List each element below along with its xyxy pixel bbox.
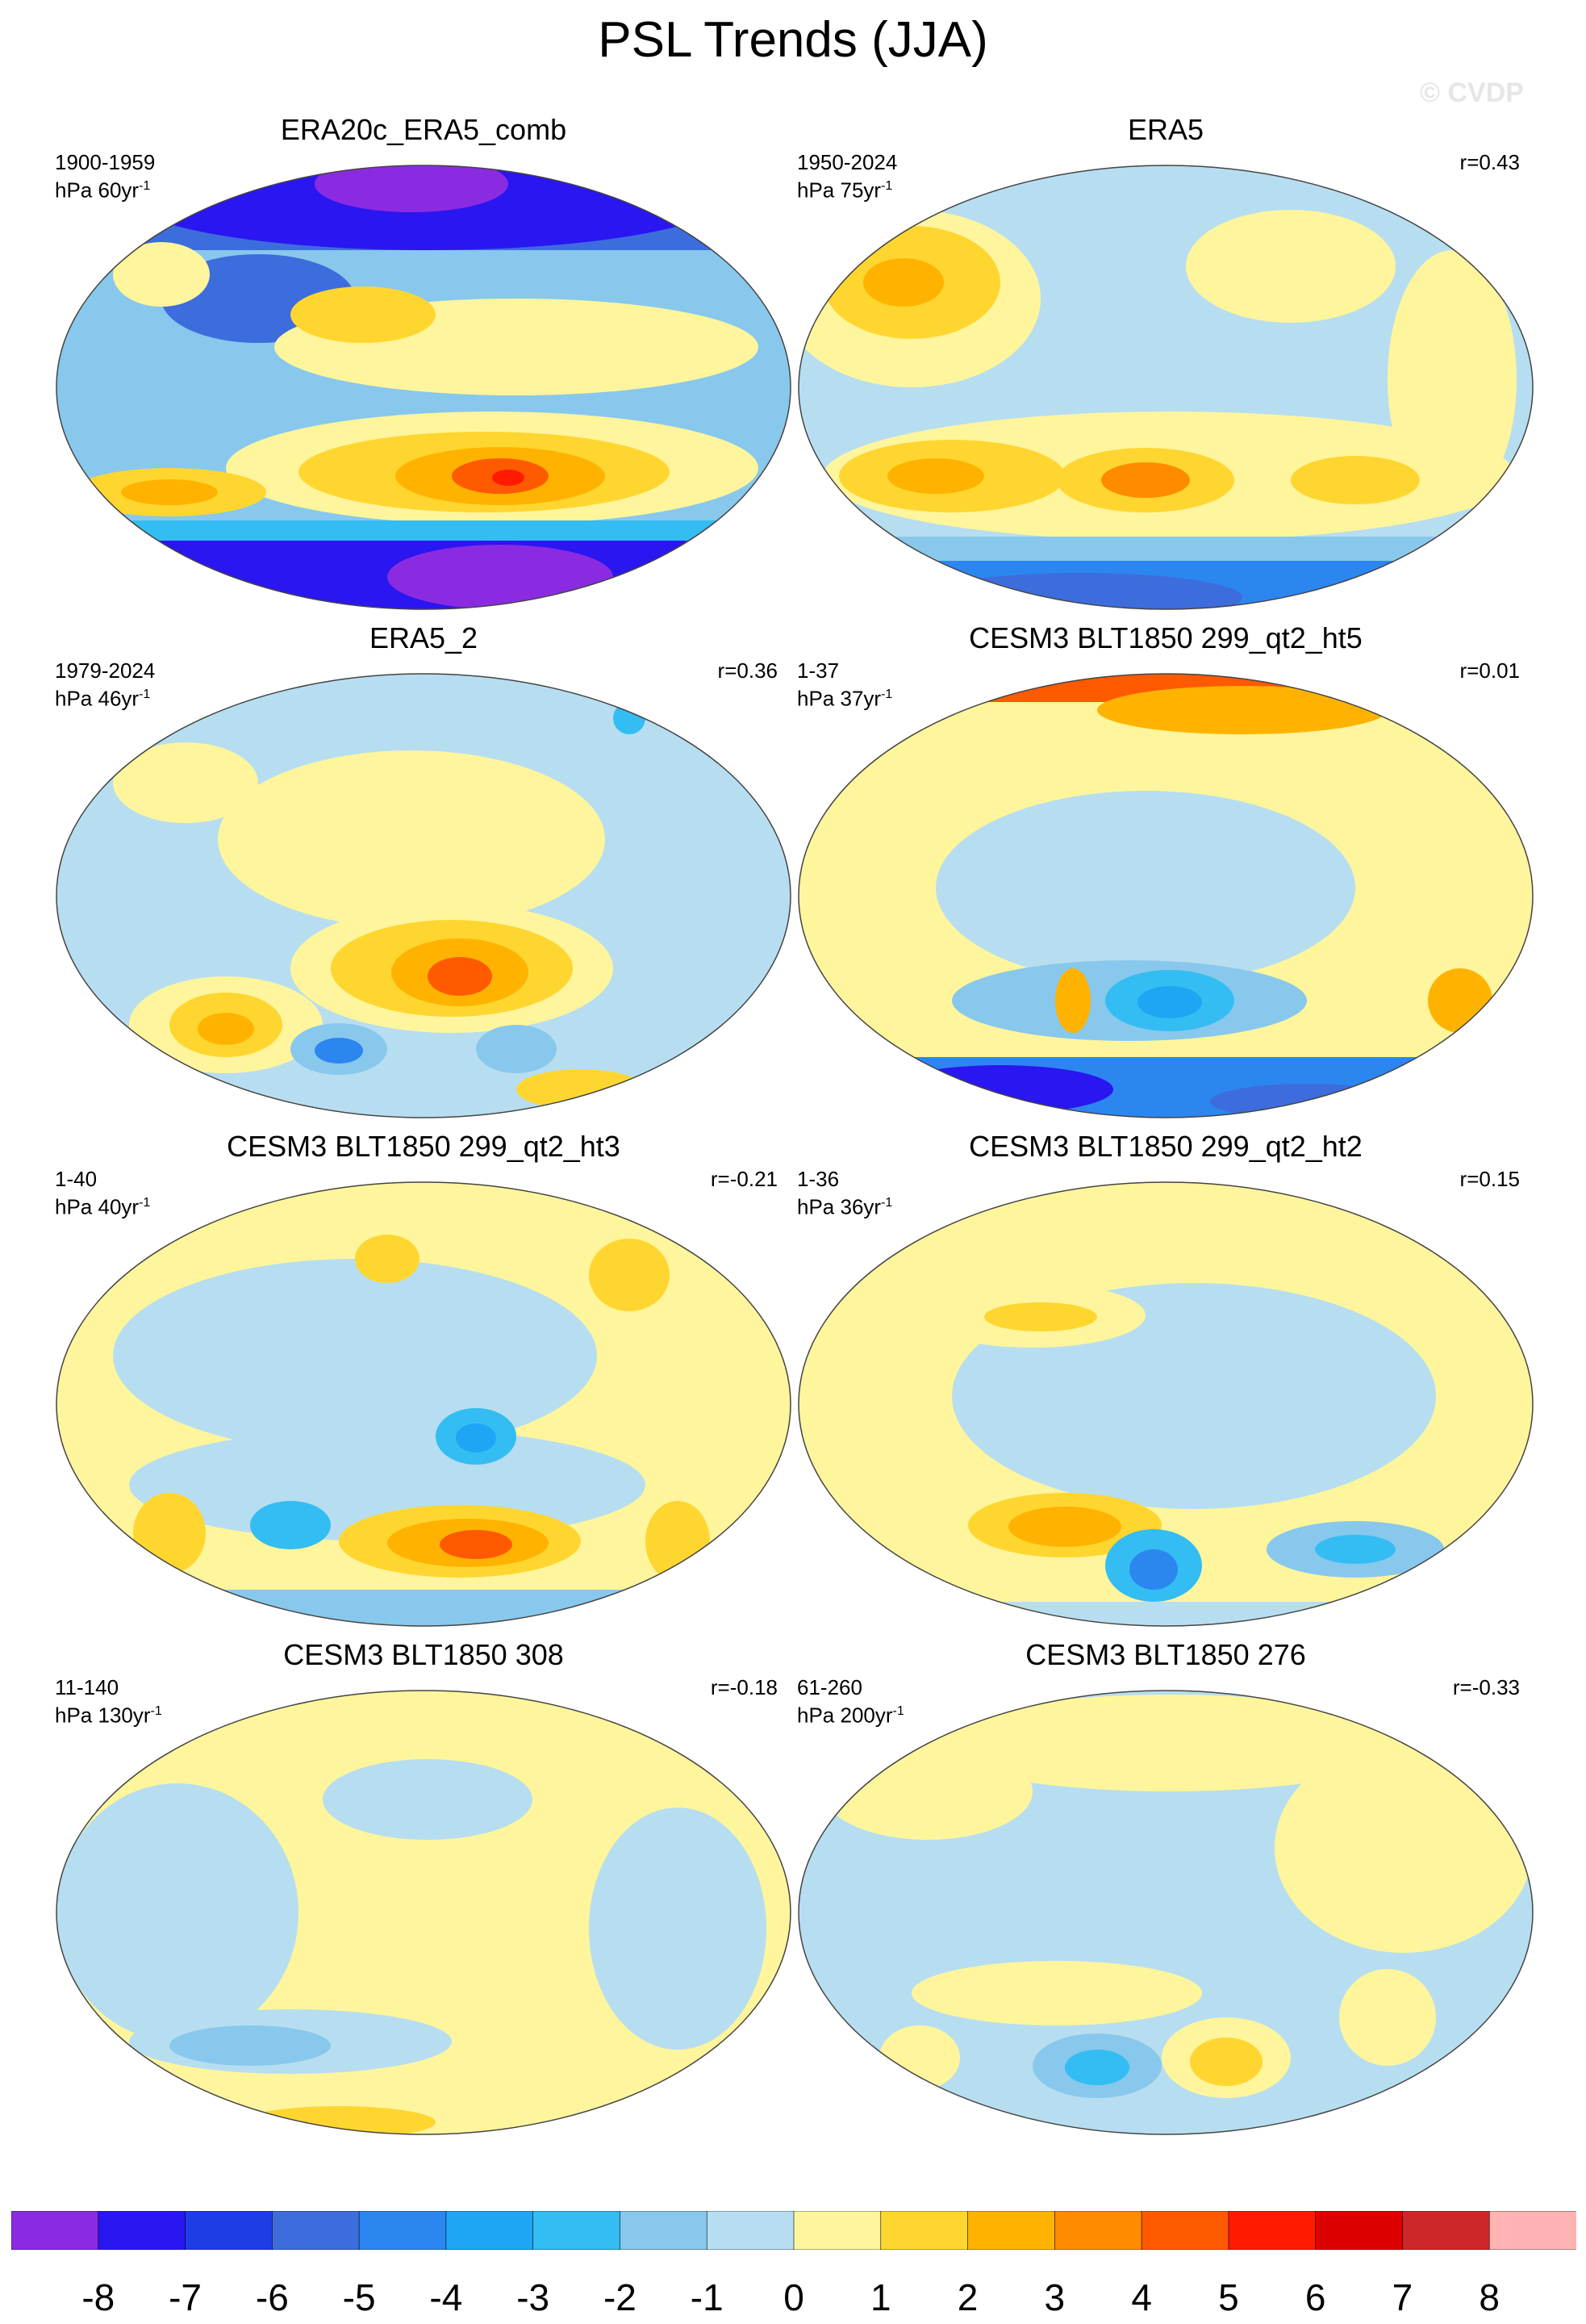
- panel-units: hPa 60yr-1: [55, 178, 151, 203]
- panel-period: 1-40: [55, 1167, 98, 1191]
- colorbar-swatch: [1488, 2211, 1576, 2250]
- map-plot: [798, 1181, 1534, 1627]
- map-panel-era5: ERA5 1950-2024 hPa 75yr-1 r=0.43: [791, 113, 1541, 613]
- map-panel-era5-2: ERA5_2 1979-2024 hPa 46yr-1 r=0.36: [48, 621, 799, 1122]
- colorbar-swatch: [1228, 2211, 1317, 2250]
- panel-period: 1-36: [797, 1167, 840, 1191]
- map-plot: [798, 1690, 1534, 2135]
- panel-correlation: r=-0.33: [1452, 1675, 1520, 1699]
- colorbar-tick-label: -2: [603, 2276, 636, 2318]
- map-plot: [798, 165, 1534, 610]
- colorbar-swatch: [880, 2211, 969, 2250]
- panel-correlation: r=0.01: [1459, 658, 1520, 683]
- panel-title: CESM3 BLT1850 276: [1025, 1638, 1306, 1671]
- colorbar-tick-label: -6: [255, 2276, 289, 2318]
- panel-title: CESM3 BLT1850 308: [283, 1638, 564, 1671]
- panel-correlation: r=0.36: [717, 658, 778, 683]
- figure-title: PSL Trends (JJA): [598, 12, 988, 68]
- map-panel-cesm3-299-qt2-ht3: CESM3 BLT1850 299_qt2_ht3 1-40 hPa 40yr-…: [48, 1130, 799, 1630]
- colorbar-tick-label: 8: [1479, 2276, 1500, 2318]
- colorbar-tick-label: -1: [690, 2276, 724, 2318]
- panel-units: hPa 37yr-1: [797, 686, 893, 711]
- panel-period: 11-140: [55, 1675, 119, 1699]
- colorbar-tick-label: 6: [1304, 2276, 1326, 2318]
- map-panel-cesm3-308: CESM3 BLT1850 308 11-140 hPa 130yr-1 r=-…: [48, 1638, 799, 2138]
- panel-units: hPa 46yr-1: [55, 686, 151, 711]
- colorbar-swatch: [620, 2211, 708, 2250]
- map-panel-cesm3-299-qt2-ht2: CESM3 BLT1850 299_qt2_ht2 1-36 hPa 36yr-…: [791, 1130, 1541, 1630]
- panel-period-units: 61-260 hPa 200yr-1: [797, 1675, 904, 1728]
- panel-period: 1950-2024: [797, 150, 898, 174]
- panel-title: ERA5_2: [369, 621, 478, 654]
- panel-period-units: 1979-2024 hPa 46yr-1: [55, 658, 155, 711]
- colorbar-tick-label: -4: [429, 2276, 463, 2318]
- watermark: © CVDP: [1420, 77, 1524, 108]
- colorbar-tick-label: -7: [169, 2276, 202, 2318]
- panel-correlation: r=-0.21: [710, 1167, 778, 1191]
- panel-units: hPa 40yr-1: [55, 1194, 151, 1219]
- panel-title: ERA5: [1127, 113, 1204, 146]
- panel-correlation: r=-0.18: [710, 1675, 778, 1699]
- colorbar-swatch: [967, 2211, 1056, 2250]
- panel-period-units: 11-140 hPa 130yr-1: [55, 1675, 162, 1728]
- panel-units: hPa 130yr-1: [55, 1703, 162, 1728]
- colorbar-swatch: [98, 2211, 186, 2250]
- colorbar-swatch: [706, 2211, 795, 2250]
- panel-period-units: 1950-2024 hPa 75yr-1: [797, 150, 897, 203]
- colorbar-swatch: [445, 2211, 534, 2250]
- colorbar-swatch: [1054, 2211, 1142, 2250]
- panel-period: 1-37: [797, 658, 840, 683]
- colorbar-swatch: [532, 2211, 621, 2250]
- map-plot: [56, 1690, 791, 2135]
- colorbar-tick-label: 0: [783, 2276, 804, 2318]
- colorbar-labels: -8 -7 -6 -5 -4 -3 -2 -1 0 1 2 3 4 5 6 7 8: [0, 2276, 1586, 2324]
- map-plot: [56, 673, 791, 1118]
- colorbar-tick-label: -3: [516, 2276, 550, 2318]
- map-plot: [56, 165, 791, 610]
- colorbar-tick-label: 3: [1044, 2276, 1066, 2318]
- panel-period-units: 1-36 hPa 36yr-1: [797, 1167, 892, 1219]
- panel-title: ERA20c_ERA5_comb: [280, 113, 567, 146]
- panel-period-units: 1-40 hPa 40yr-1: [55, 1167, 150, 1219]
- map-panel-era20c-era5-comb: ERA20c_ERA5_comb 1900-1959 hPa 60yr-1: [48, 113, 799, 613]
- colorbar-tick-label: -5: [342, 2276, 376, 2318]
- panel-title: CESM3 BLT1850 299_qt2_ht2: [969, 1130, 1363, 1163]
- colorbar-tick-label: -8: [81, 2276, 115, 2318]
- map-plot: [56, 1181, 791, 1627]
- colorbar-tick-label: 4: [1131, 2276, 1152, 2318]
- colorbar-swatch: [1315, 2211, 1404, 2250]
- panel-units: hPa 200yr-1: [797, 1703, 904, 1728]
- panel-period-units: 1-37 hPa 37yr-1: [797, 658, 892, 711]
- colorbar-tick-label: 2: [957, 2276, 979, 2318]
- panel-period: 1979-2024: [55, 658, 156, 683]
- colorbar-swatch: [272, 2211, 360, 2250]
- colorbar-swatch: [793, 2211, 882, 2250]
- panel-correlation: r=0.15: [1459, 1167, 1520, 1191]
- panel-units: hPa 36yr-1: [797, 1194, 893, 1219]
- panel-title: CESM3 BLT1850 299_qt2_ht3: [227, 1130, 620, 1163]
- map-panel-cesm3-299-qt2-ht5: CESM3 BLT1850 299_qt2_ht5 1-37 hPa 37yr-…: [791, 621, 1541, 1122]
- colorbar-swatch: [358, 2211, 447, 2250]
- colorbar-swatch: [11, 2211, 99, 2250]
- colorbar-tick-label: 7: [1392, 2276, 1413, 2318]
- colorbar: [11, 2211, 1576, 2250]
- panel-period: 61-260: [797, 1675, 862, 1699]
- colorbar-swatch: [185, 2211, 273, 2250]
- map-panel-cesm3-276: CESM3 BLT1850 276 61-260 hPa 200yr-1 r=-…: [791, 1638, 1541, 2138]
- colorbar-tick-label: 1: [870, 2276, 891, 2318]
- panel-correlation: r=0.43: [1459, 150, 1520, 174]
- colorbar-swatch: [1141, 2211, 1229, 2250]
- map-plot: [798, 673, 1534, 1118]
- colorbar-tick-label: 5: [1218, 2276, 1239, 2318]
- panel-units: hPa 75yr-1: [797, 178, 893, 203]
- panel-period-units: 1900-1959 hPa 60yr-1: [55, 150, 155, 203]
- panel-title: CESM3 BLT1850 299_qt2_ht5: [969, 621, 1363, 654]
- colorbar-swatch: [1402, 2211, 1491, 2250]
- panel-period: 1900-1959: [55, 150, 156, 174]
